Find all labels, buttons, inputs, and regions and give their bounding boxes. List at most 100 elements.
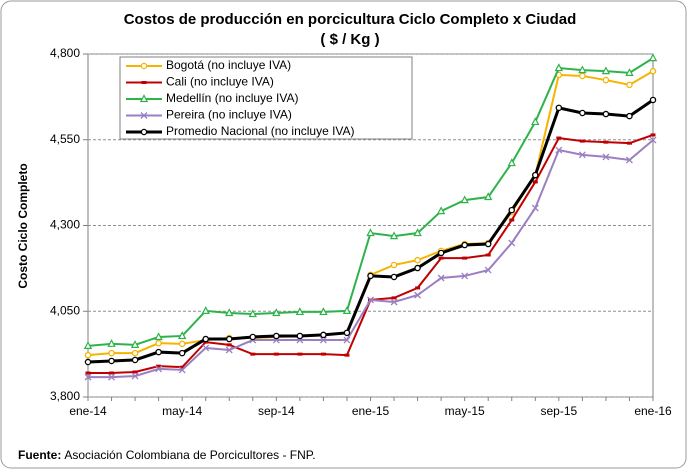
point	[649, 96, 657, 104]
point	[248, 309, 257, 318]
point	[295, 307, 305, 316]
point	[178, 366, 186, 374]
point	[508, 239, 516, 247]
x-tick-label: may-15	[445, 404, 485, 418]
point	[626, 141, 632, 145]
point	[320, 352, 326, 356]
x-tick-label: sep-15	[540, 404, 577, 418]
point	[390, 298, 398, 306]
point	[531, 204, 539, 212]
point	[140, 62, 148, 70]
point	[108, 357, 115, 365]
point	[320, 331, 327, 339]
point	[413, 228, 422, 237]
source-text: Asociación Colombiana de Porcicultores -…	[64, 448, 315, 462]
y-tick-label: 4,050	[50, 303, 80, 317]
chart-subtitle: ( $ / Kg )	[320, 31, 379, 48]
point	[201, 306, 210, 315]
point	[602, 110, 610, 118]
point	[366, 228, 375, 237]
point	[532, 171, 539, 179]
legend-label: Promedio Nacional (no incluye IVA)	[166, 124, 355, 138]
point	[342, 306, 352, 315]
point	[140, 128, 148, 136]
point	[132, 370, 138, 374]
point	[250, 352, 256, 356]
point	[109, 371, 115, 375]
point	[438, 256, 444, 260]
point	[155, 348, 162, 356]
point	[532, 180, 538, 184]
point	[579, 139, 585, 143]
point	[437, 274, 445, 282]
point	[554, 63, 564, 72]
point	[485, 253, 491, 257]
point	[139, 94, 149, 103]
point	[367, 272, 374, 280]
point	[461, 272, 469, 280]
point	[131, 349, 139, 357]
point	[319, 336, 327, 344]
legend-box	[119, 56, 413, 140]
point	[85, 371, 91, 375]
legend-label: Bogotá (no incluye IVA)	[166, 58, 291, 72]
point	[131, 372, 139, 380]
source-label: Fuente:	[18, 448, 61, 462]
y-tick-label: 4,550	[50, 132, 80, 146]
point	[578, 65, 587, 74]
point	[343, 329, 351, 337]
point	[414, 264, 421, 272]
legend-label: Cali (no incluye IVA)	[166, 75, 274, 89]
point	[141, 81, 147, 84]
point	[507, 158, 516, 167]
legend-label: Medellín (no incluye IVA)	[166, 91, 299, 105]
point	[484, 266, 492, 274]
point	[648, 53, 658, 62]
point	[344, 353, 350, 357]
point	[296, 332, 304, 340]
point	[602, 153, 610, 161]
point	[107, 339, 116, 347]
chart-title: Costos de producción en porcicultura Cic…	[124, 11, 577, 28]
point	[178, 349, 186, 357]
point	[626, 112, 633, 120]
point	[484, 240, 492, 248]
point	[155, 339, 162, 347]
point	[177, 331, 187, 340]
point	[249, 333, 257, 341]
point	[319, 307, 328, 316]
point	[154, 332, 163, 341]
point	[156, 364, 162, 368]
point	[343, 336, 351, 344]
point	[650, 133, 656, 137]
point	[626, 81, 633, 89]
y-tick-label: 3,800	[50, 389, 80, 403]
x-tick-label: may-14	[162, 404, 202, 418]
point	[179, 365, 185, 369]
legend-label: Pereira (no incluye IVA)	[166, 108, 292, 122]
point	[484, 192, 493, 201]
point	[602, 76, 610, 84]
point	[390, 261, 398, 269]
point	[555, 146, 563, 154]
point	[415, 286, 421, 290]
point	[226, 343, 232, 347]
y-axis-label: Costo Ciclo Completo	[16, 163, 30, 288]
y-tick-label: 4,800	[50, 46, 80, 60]
point	[531, 117, 540, 126]
point	[460, 195, 469, 204]
point	[108, 349, 115, 357]
point	[84, 358, 92, 366]
point	[555, 104, 563, 112]
point	[603, 140, 609, 144]
point	[155, 365, 163, 373]
point	[649, 67, 657, 75]
point	[84, 373, 92, 381]
point	[579, 109, 586, 117]
point	[272, 308, 281, 317]
point	[273, 352, 279, 356]
point	[601, 66, 611, 75]
point	[414, 291, 422, 299]
point	[391, 296, 397, 300]
